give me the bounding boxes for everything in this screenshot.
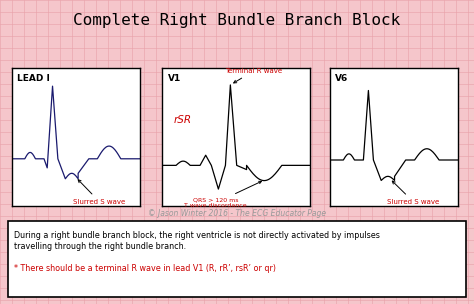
Text: © Jason Winter 2016 - The ECG Educator Page: © Jason Winter 2016 - The ECG Educator P…: [148, 209, 326, 217]
Text: LEAD I: LEAD I: [17, 74, 50, 82]
Text: QRS > 120 ms
T wave discordance: QRS > 120 ms T wave discordance: [184, 181, 261, 208]
Bar: [8, 221, 466, 297]
Text: V1: V1: [168, 74, 181, 82]
Text: travelling through the right bundle branch.: travelling through the right bundle bran…: [14, 242, 186, 251]
Text: rSR: rSR: [174, 115, 192, 125]
Text: Terminal R wave: Terminal R wave: [225, 68, 282, 83]
Text: V6: V6: [335, 74, 348, 82]
Text: Complete Right Bundle Branch Block: Complete Right Bundle Branch Block: [73, 12, 401, 27]
Text: * There should be a terminal R wave in lead V1 (R, rR’, rsR’ or qr): * There should be a terminal R wave in l…: [14, 264, 276, 273]
Text: Slurred S wave: Slurred S wave: [73, 180, 126, 205]
Text: Slurred S wave: Slurred S wave: [387, 181, 439, 205]
Text: During a right bundle branch block, the right ventricle is not directly activate: During a right bundle branch block, the …: [14, 231, 380, 240]
